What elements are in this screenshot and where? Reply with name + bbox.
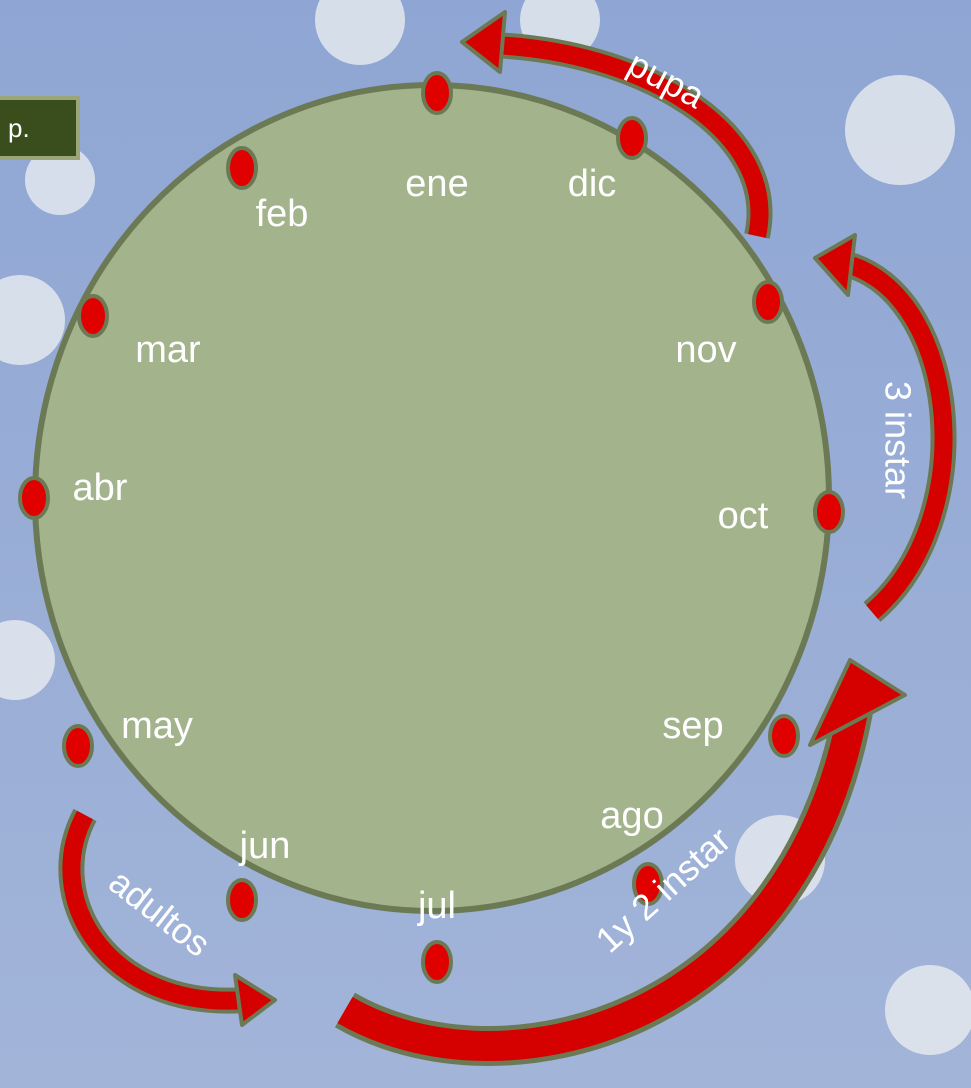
- month-label: ago: [600, 795, 663, 837]
- month-label: jun: [239, 825, 291, 867]
- month-dot: [423, 73, 451, 113]
- phase-label: 3 instar: [877, 381, 918, 499]
- month-dot: [754, 282, 782, 322]
- month-label: nov: [675, 329, 736, 371]
- month-label: mar: [135, 329, 201, 371]
- month-label: may: [121, 705, 193, 747]
- month-dot: [79, 296, 107, 336]
- month-dot: [228, 880, 256, 920]
- month-label: jul: [417, 885, 456, 927]
- month-dot: [228, 148, 256, 188]
- month-label: abr: [73, 467, 128, 509]
- month-dot: [815, 492, 843, 532]
- box-text: p.: [8, 113, 30, 143]
- month-dot: [618, 118, 646, 158]
- month-label: ene: [405, 163, 468, 205]
- month-dot: [423, 942, 451, 982]
- year-circle: [35, 85, 829, 911]
- month-label: dic: [568, 163, 617, 205]
- diagram: p. ene feb mar abr may jun jul ago sep o…: [0, 0, 971, 1088]
- month-label: oct: [718, 495, 769, 537]
- month-label: sep: [662, 705, 723, 747]
- month-dot: [770, 716, 798, 756]
- month-label: feb: [256, 193, 309, 235]
- month-dot: [20, 478, 48, 518]
- month-dot: [64, 726, 92, 766]
